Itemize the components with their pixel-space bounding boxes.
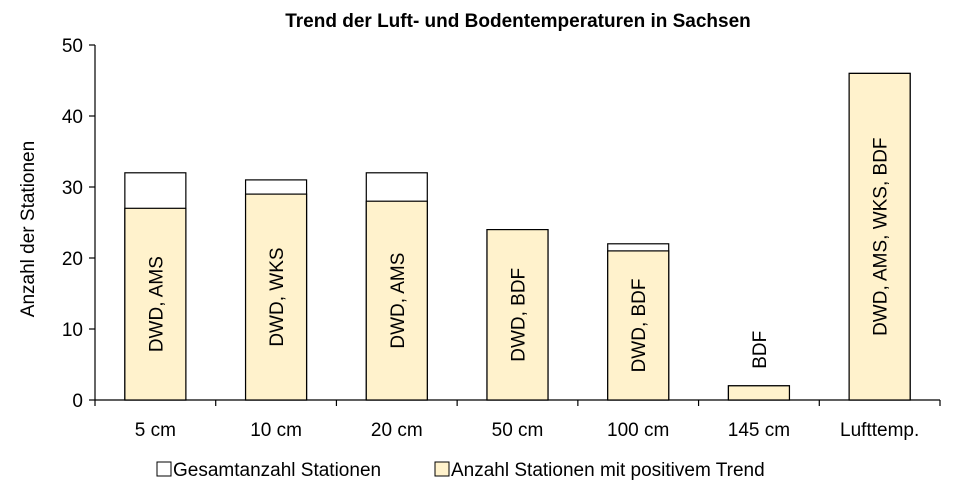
- legend-label-total: Gesamtanzahl Stationen: [173, 460, 381, 481]
- y-tick-label: 10: [62, 320, 83, 341]
- bar-data-label: DWD, AMS: [146, 256, 167, 352]
- chart-title: Trend der Luft- und Bodentemperaturen in…: [285, 11, 751, 32]
- x-tick-label: 100 cm: [607, 420, 669, 441]
- x-tick-label: 50 cm: [492, 420, 544, 441]
- bar-positive: [486, 229, 549, 401]
- bar-positive: [727, 385, 791, 401]
- y-axis-label: Anzahl der Stationen: [18, 141, 39, 317]
- legend: Gesamtanzahl Stationen Anzahl Stationen …: [156, 460, 765, 481]
- legend-swatch-total: [156, 461, 172, 477]
- bar-data-label: DWD, AMS, WKS, BDF: [871, 137, 892, 335]
- bar-positive: [244, 193, 308, 401]
- y-tick-label: 30: [62, 178, 83, 199]
- bar-data-label: BDF: [750, 331, 771, 369]
- legend-label-positive: Anzahl Stationen mit positivem Trend: [451, 460, 765, 481]
- bar-data-label: DWD, WKS: [267, 247, 288, 346]
- bar-positive: [365, 200, 428, 401]
- y-tick-label: 0: [72, 391, 83, 412]
- bar-data-label: DWD, BDF: [509, 268, 530, 362]
- x-tick-label: 20 cm: [371, 420, 423, 441]
- y-tick-label: 50: [62, 36, 83, 57]
- bar-positive: [607, 250, 670, 401]
- bar-data-label: DWD, AMS: [388, 253, 409, 349]
- bar-positive: [124, 207, 187, 401]
- x-tick-label: 5 cm: [135, 420, 176, 441]
- x-tick-label: Lufttemp.: [840, 420, 919, 441]
- plot-area: 0 10 20 30 40 50 5 cm DWD, AMS 10 cm DWD, WKS 20 c…: [62, 36, 941, 441]
- y-tick-label: 20: [62, 249, 83, 270]
- bar-positive: [848, 72, 911, 401]
- x-tick-label: 10 cm: [250, 420, 302, 441]
- legend-swatch-positive: [434, 461, 450, 477]
- y-tick-label: 40: [62, 107, 83, 128]
- bar-data-label: DWD, BDF: [629, 278, 650, 372]
- x-tick-label: 145 cm: [728, 420, 790, 441]
